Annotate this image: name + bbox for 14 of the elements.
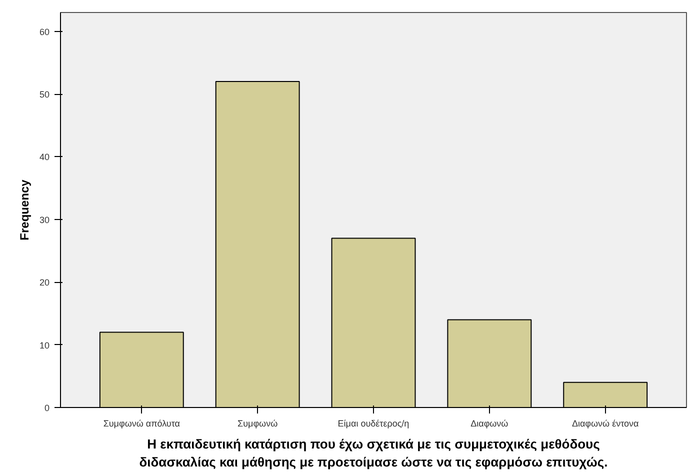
y-tick-label: 50: [39, 90, 50, 100]
y-tick-label: 60: [39, 26, 50, 37]
y-tick-label: 0: [44, 403, 50, 413]
x-axis-title: Η εκπαιδευτική κατάρτιση που έχω σχετικά με τις συμμετοχικές μεθόδους διδασκαλίας και μάθησης με προετοίμασε ώστε να τις εφαρμόσω επιτυχώς.: [139, 436, 608, 470]
x-tick-label: Συμφωνώ: [238, 418, 278, 428]
y-tick-label: 10: [39, 340, 50, 350]
x-tick-label: Διαφωνώ: [470, 418, 508, 428]
y-tick-label: 20: [39, 278, 50, 288]
y-axis-title: Frequency: [17, 179, 32, 240]
y-tick-label: 30: [39, 214, 50, 225]
x-tick-label: Διαφωνώ έντονα: [572, 418, 639, 428]
x-tick-label: Συμφωνώ απόλυτα: [103, 418, 180, 428]
x-tick-label: Είμαι ουδέτερος/η: [338, 418, 410, 428]
y-tick-label: 40: [39, 152, 50, 162]
